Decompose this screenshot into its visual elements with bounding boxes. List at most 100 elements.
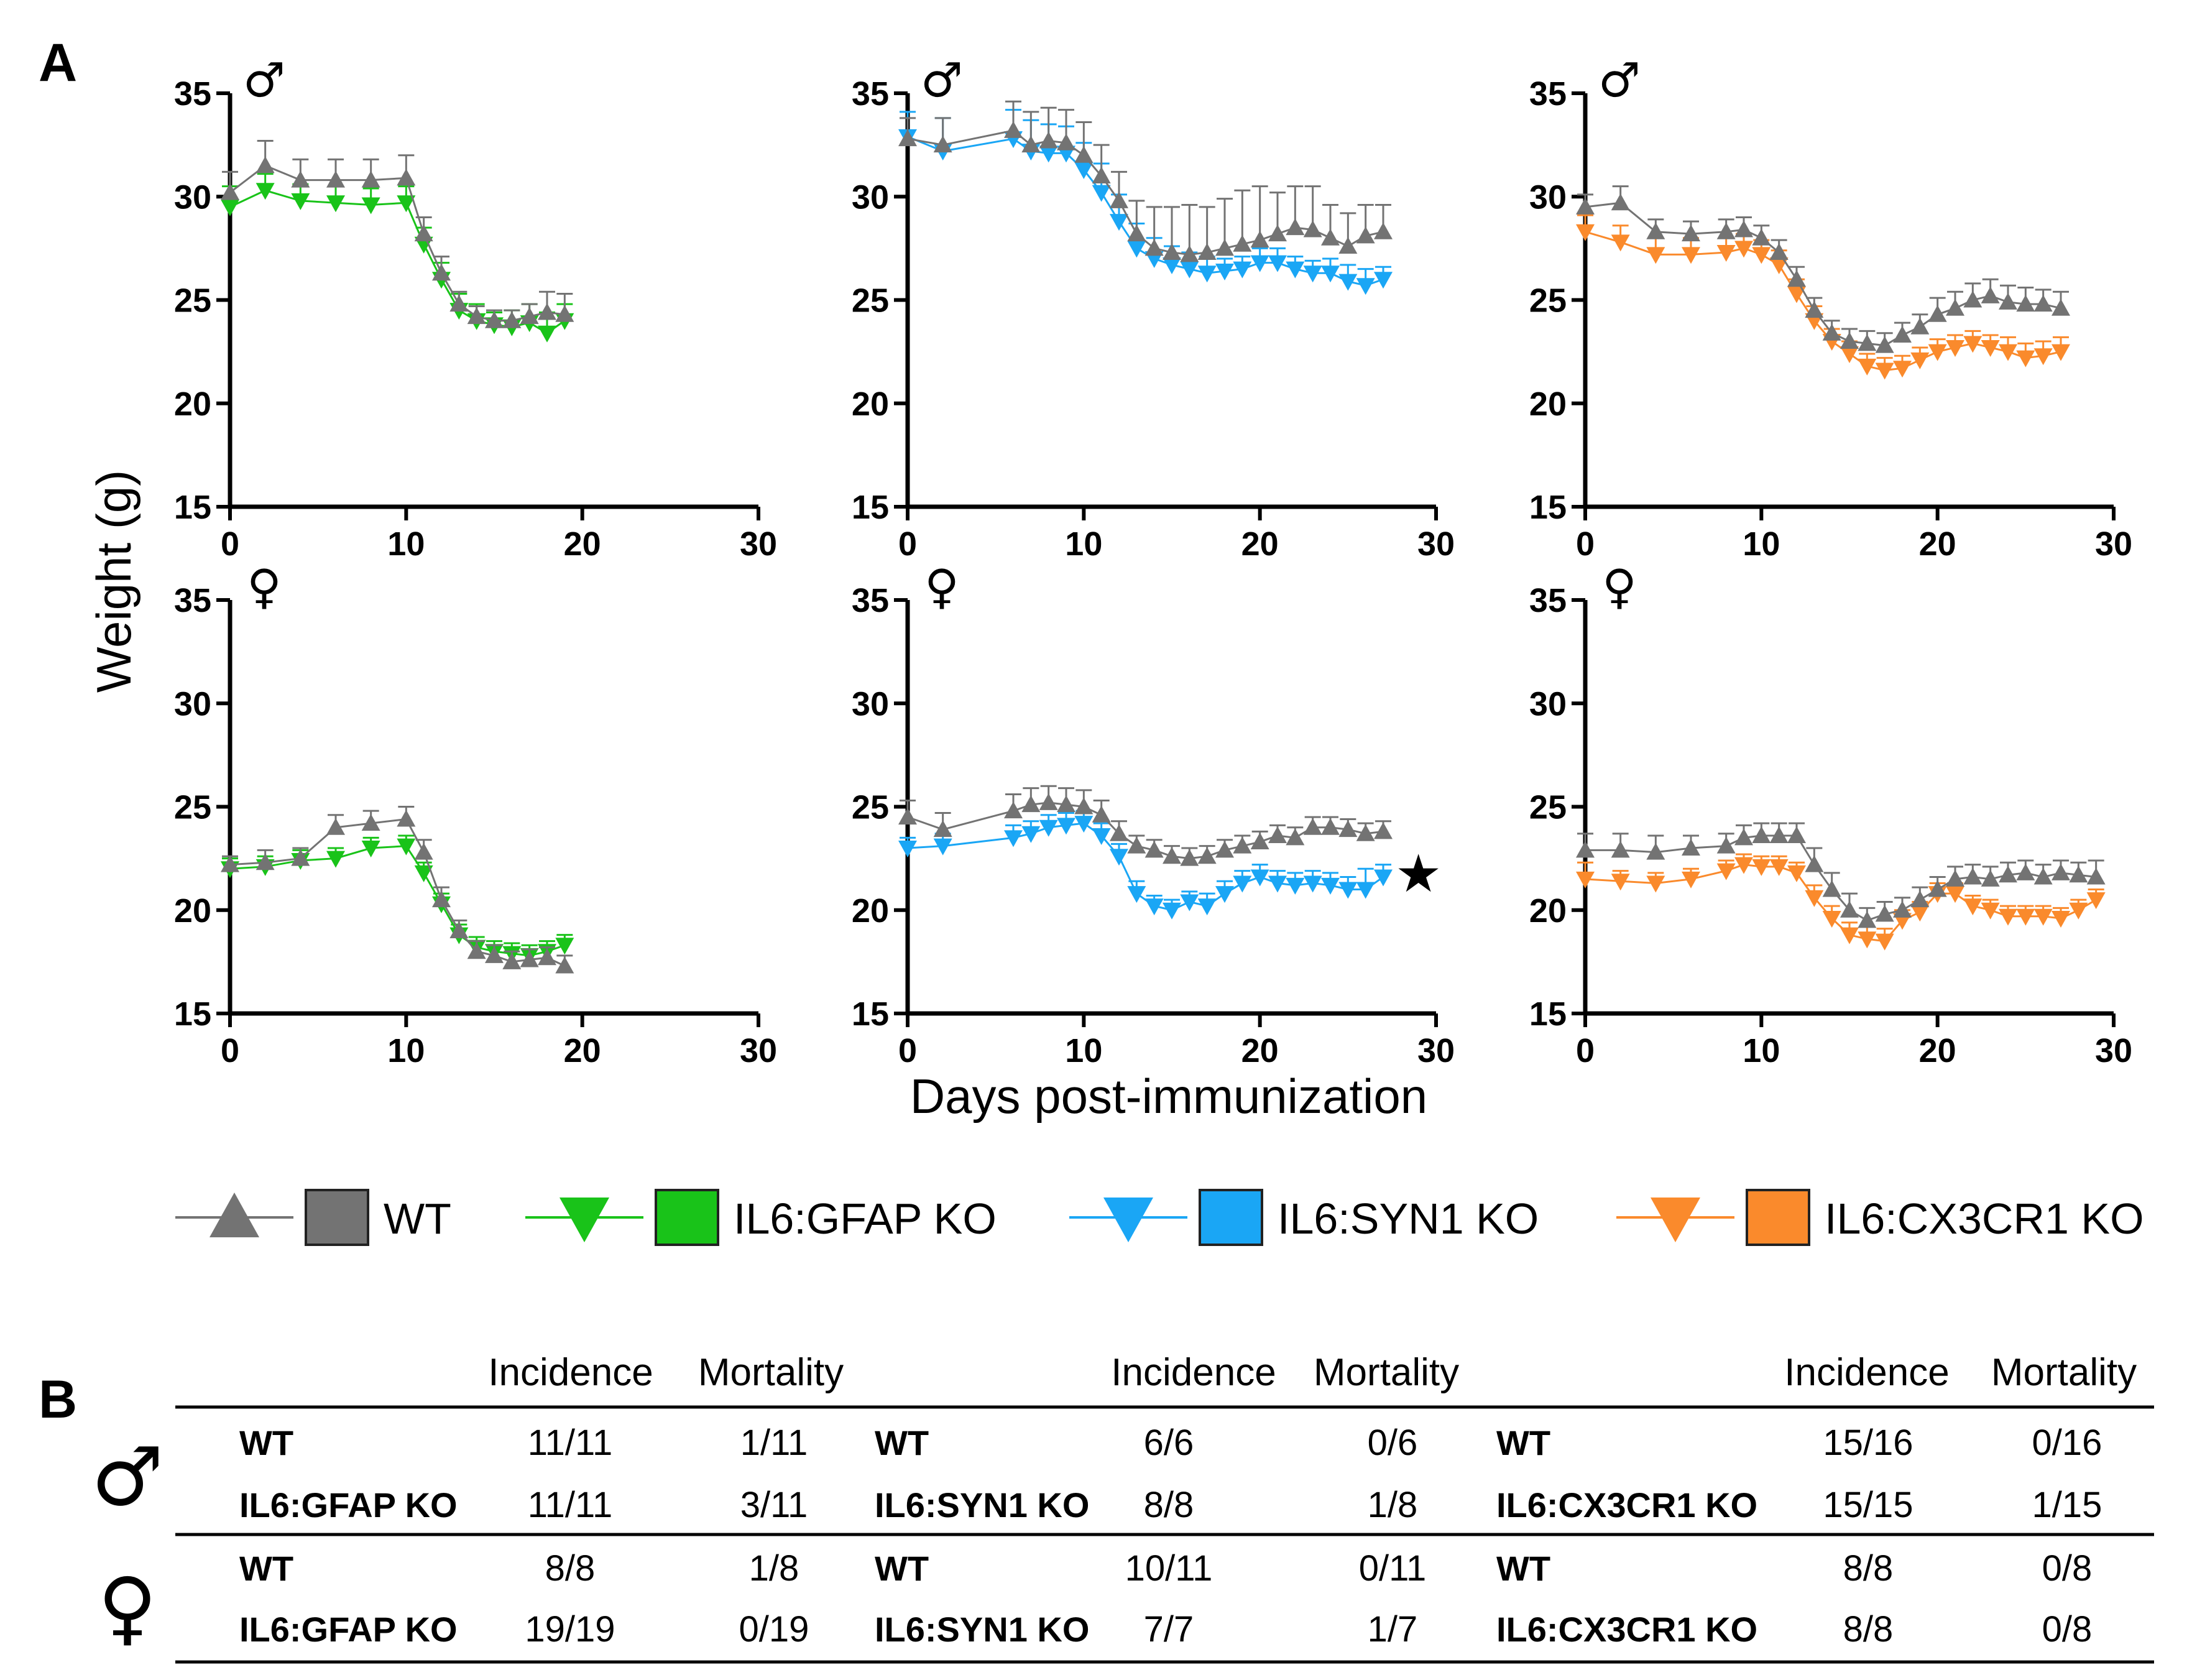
data-point: [1321, 265, 1340, 283]
data-point: [1374, 272, 1393, 289]
data-point: [1110, 191, 1128, 208]
x-tick-label: 20: [1241, 525, 1279, 563]
y-tick-label: 15: [852, 489, 889, 526]
data-point: [555, 305, 574, 322]
data-point: [1250, 231, 1269, 248]
data-point: [1074, 162, 1094, 180]
data-point: [1004, 801, 1023, 819]
legend-label: WT: [384, 1194, 451, 1243]
cell-group: WT: [239, 1423, 293, 1462]
data-point: [1822, 323, 1841, 341]
sex-symbol: ♂: [921, 52, 963, 108]
data-point: [1769, 826, 1789, 844]
y-tick-label: 15: [1529, 995, 1567, 1033]
data-point: [1303, 818, 1322, 835]
data-point: [1303, 875, 1322, 893]
data-point: [397, 838, 416, 856]
data-point: [1875, 336, 1894, 353]
series-il6-syn1-ko: [898, 109, 1393, 295]
y-tick-label: 25: [1529, 282, 1567, 320]
y-tick-label: 30: [852, 178, 889, 216]
data-point: [1144, 898, 1164, 916]
data-point: [221, 199, 239, 216]
data-point: [1576, 871, 1595, 888]
chart-female-1: 15 20 25 30 35 0 10 20 30 ♀: [174, 559, 777, 1069]
significance-star: ★: [1395, 843, 1442, 904]
y-tick-label: 35: [852, 582, 889, 619]
data-point: [449, 295, 469, 312]
data-point: [1646, 222, 1665, 239]
data-point: [1734, 857, 1753, 874]
x-tick-label: 30: [740, 525, 777, 563]
data-point: [1250, 833, 1269, 850]
data-point: [1875, 362, 1894, 380]
data-point: [1611, 841, 1630, 858]
data-point: [1039, 145, 1058, 163]
data-point: [1057, 133, 1075, 150]
data-point: [397, 168, 416, 186]
cell-group: IL6:GFAP KO: [239, 1485, 458, 1525]
cell-mortality: 0/8: [2042, 1548, 2093, 1589]
cell-mortality: 1/8: [1368, 1485, 1418, 1525]
data-point: [1180, 261, 1199, 279]
data-point: [1021, 136, 1041, 153]
x-tick-label: 0: [898, 525, 917, 563]
cell-mortality: 0/8: [2042, 1609, 2093, 1650]
data-point: [1893, 326, 1912, 343]
data-point: [898, 129, 917, 147]
cell-group: WT: [875, 1423, 929, 1462]
table-sex-male: ♂: [91, 1429, 164, 1524]
data-point: [1858, 334, 1877, 351]
data-point: [256, 183, 275, 200]
data-point: [898, 841, 917, 857]
data-point: [1197, 847, 1217, 864]
data-point: [1039, 819, 1058, 837]
data-point: [1039, 131, 1058, 149]
data-point: [1215, 841, 1234, 858]
x-tick-label: 20: [564, 525, 601, 563]
data-point: [2069, 902, 2088, 920]
data-point: [1303, 265, 1322, 283]
data-point: [1338, 820, 1358, 838]
cell-group: IL6:SYN1 KO: [875, 1610, 1089, 1649]
y-tick-label: 25: [1529, 789, 1567, 826]
data-point: [1092, 185, 1111, 202]
data-point: [1752, 228, 1771, 246]
data-point: [1321, 877, 1340, 895]
x-tick-label: 20: [1919, 1032, 1956, 1069]
cell-mortality: 0/11: [1359, 1548, 1427, 1589]
data-point: [1144, 239, 1164, 256]
header-mortality: Mortality: [1991, 1351, 2137, 1394]
data-point: [1233, 875, 1252, 893]
cell-mortality: 1/8: [749, 1548, 799, 1589]
y-tick-label: 25: [852, 282, 889, 320]
data-point: [2033, 295, 2053, 312]
y-tick-label: 25: [852, 789, 889, 826]
y-tick-label: 15: [1529, 489, 1567, 526]
series-il6-gfap-ko: [221, 173, 574, 343]
data-point: [2052, 863, 2070, 880]
data-point: [1233, 234, 1252, 252]
x-tick-label: 30: [1417, 1032, 1455, 1069]
cell-incidence: 6/6: [1144, 1423, 1194, 1463]
cell-incidence: 10/11: [1125, 1548, 1213, 1589]
y-tick-label: 30: [1529, 685, 1567, 722]
series-wt: [221, 806, 574, 974]
data-point: [2052, 911, 2070, 928]
data-point: [1981, 902, 2000, 920]
data-point: [414, 224, 433, 242]
data-point: [221, 183, 239, 200]
cell-group: IL6:CX3CR1 KO: [1496, 1485, 1757, 1525]
data-point: [1338, 274, 1358, 291]
data-point: [1215, 239, 1234, 256]
y-tick-label: 35: [1529, 75, 1567, 113]
data-point: [326, 170, 345, 188]
legend-swatch: [1746, 1189, 1810, 1246]
data-point: [1268, 826, 1287, 844]
data-point: [1910, 890, 1930, 908]
data-point: [1999, 292, 2017, 310]
cell-incidence: 11/11: [528, 1485, 613, 1525]
legend-marker: [1103, 1198, 1153, 1242]
data-point: [1110, 824, 1128, 841]
